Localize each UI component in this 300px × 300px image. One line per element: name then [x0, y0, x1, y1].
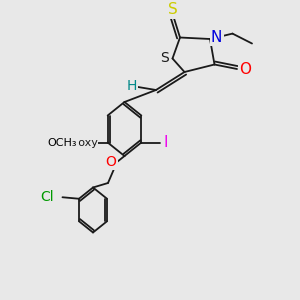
Text: S: S [160, 52, 169, 65]
Text: O: O [239, 61, 251, 76]
Text: I: I [164, 135, 168, 150]
Text: H: H [126, 79, 136, 93]
Text: N: N [211, 30, 222, 45]
Text: O: O [106, 155, 116, 169]
Text: S: S [168, 2, 177, 17]
Text: OCH₃: OCH₃ [47, 137, 77, 148]
Text: methoxy: methoxy [49, 137, 98, 148]
Text: Cl: Cl [40, 190, 54, 204]
